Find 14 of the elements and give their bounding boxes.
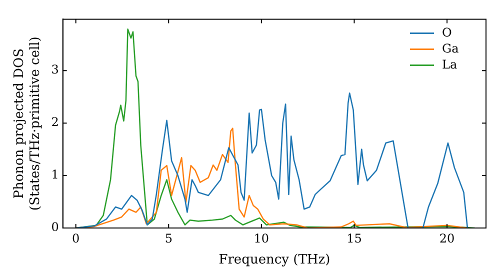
x-axis-title: Frequency (THz) <box>218 252 330 268</box>
legend-label: O <box>442 25 452 40</box>
y-tick-label: 0 <box>51 220 59 234</box>
x-tick-label: 5 <box>164 231 172 246</box>
legend-label: Ga <box>442 41 459 56</box>
y-axis-title: Phonon projected DOS (States/THz·primitive cell) <box>12 36 43 211</box>
x-tick-label: 15 <box>346 231 362 246</box>
x-tick-label: 0 <box>72 231 80 246</box>
x-tick-label: 10 <box>254 231 270 246</box>
y-tick-label: 2 <box>51 115 59 130</box>
y-tick-label: 1 <box>51 168 59 182</box>
y-tick-label: 3 <box>51 62 59 77</box>
x-tick-label: 20 <box>439 231 455 246</box>
legend-label: La <box>442 57 458 72</box>
